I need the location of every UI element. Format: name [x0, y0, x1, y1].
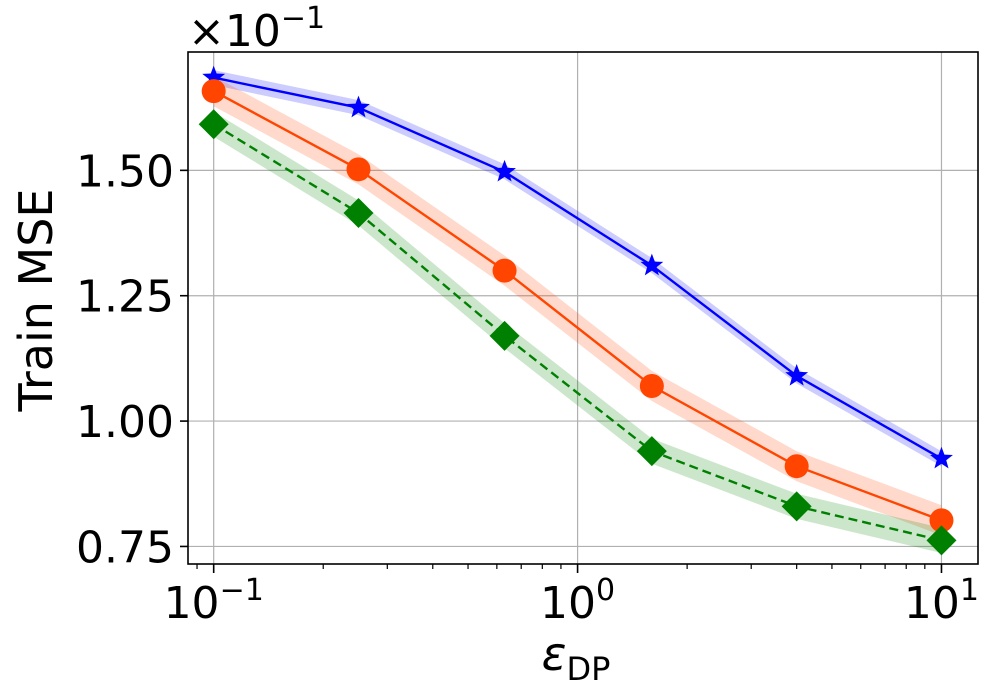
data-point — [930, 446, 953, 469]
y-tick-label: 1.50 — [76, 146, 174, 197]
x-tick-label-exponent: 0 — [596, 573, 615, 608]
series-line — [213, 123, 942, 542]
data-point — [202, 65, 226, 88]
data-point — [347, 95, 370, 118]
x-tick-label: 100 — [540, 573, 615, 629]
y-axis-label: Train MSE — [9, 189, 63, 413]
data-point — [926, 525, 957, 556]
x-tick-label-base: 10 — [904, 578, 960, 629]
data-point — [492, 258, 517, 283]
series-band — [213, 76, 942, 536]
confidence-bands — [213, 70, 942, 553]
x-tick-label-base: 10 — [164, 578, 220, 629]
x-tick-label-base: 10 — [540, 578, 596, 629]
x-tick-label: 101 — [904, 573, 979, 629]
x-axis-label-symbol: ε — [542, 627, 567, 681]
data-point — [929, 508, 954, 533]
x-axis-label: εDP — [542, 627, 611, 688]
data-point — [346, 157, 371, 182]
x-axis-label-subscript: DP — [566, 650, 610, 688]
series-lines — [213, 76, 943, 542]
data-point — [489, 320, 520, 351]
y-tick-label: 0.75 — [76, 522, 174, 573]
data-point — [639, 373, 664, 398]
data-point — [784, 454, 809, 479]
x-tick-label-exponent: 1 — [960, 573, 979, 608]
y-scale-factor: ×10−1 — [188, 1, 325, 57]
data-point — [785, 363, 809, 386]
series-markers — [198, 65, 957, 556]
grid — [188, 52, 978, 564]
x-tick-label-exponent: −1 — [220, 573, 264, 608]
y-scale-factor-exponent: −1 — [281, 1, 325, 36]
data-point — [198, 109, 229, 140]
plot-frame — [187, 51, 979, 565]
y-scale-factor-base: ×10 — [188, 6, 281, 57]
data-point — [201, 79, 226, 104]
y-tick-label: 1.00 — [76, 397, 174, 448]
data-point — [640, 253, 664, 276]
series-line — [213, 90, 942, 522]
y-tick-label: 1.25 — [76, 272, 174, 323]
data-point — [636, 436, 667, 467]
data-point — [493, 159, 516, 182]
series-line — [213, 76, 943, 460]
data-point — [343, 197, 374, 228]
x-tick-label: 10−1 — [164, 573, 264, 629]
data-point — [781, 491, 812, 522]
